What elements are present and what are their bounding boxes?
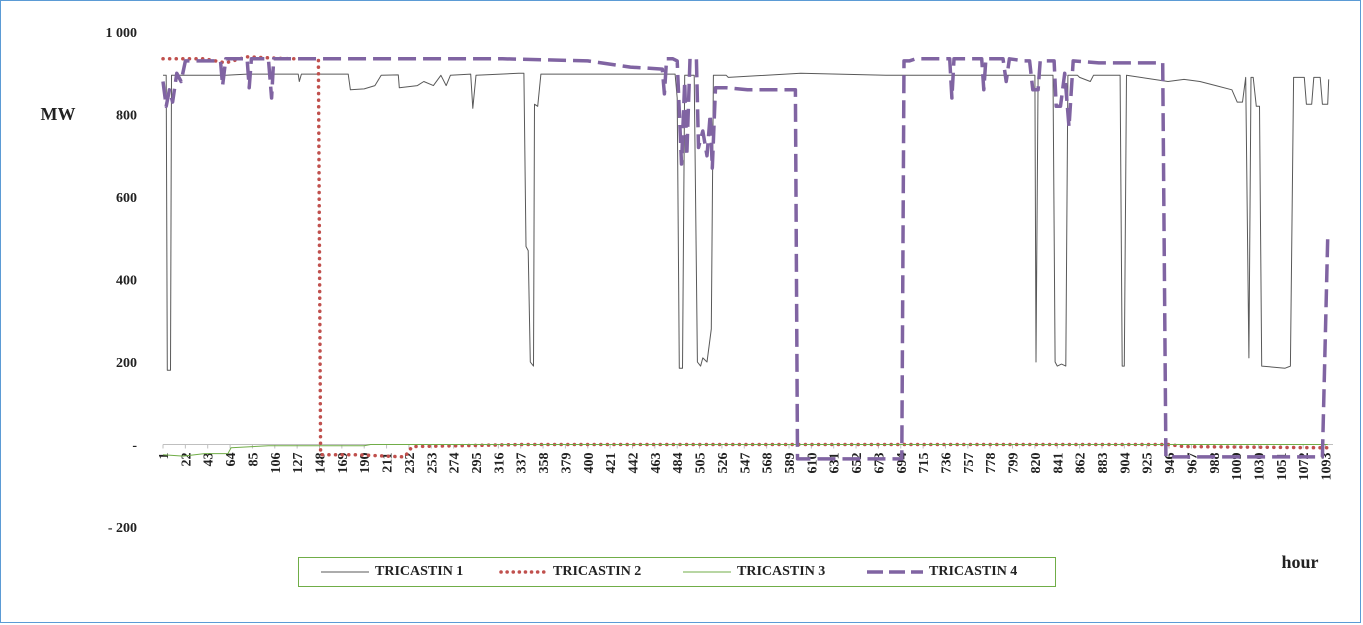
x-tick-label: 421 xyxy=(604,453,619,474)
x-tick-label: 43 xyxy=(202,453,217,467)
legend-label: TRICASTIN 1 xyxy=(375,564,464,579)
legend-item-tricastin-1: TRICASTIN 1 xyxy=(321,558,463,586)
x-tick-label: 526 xyxy=(716,453,731,474)
x-tick-label: 1051 xyxy=(1275,453,1290,481)
x-tick-label: 190 xyxy=(358,453,373,474)
x-tick-label: 64 xyxy=(224,453,239,467)
x-tick-label: 841 xyxy=(1051,453,1066,474)
x-tick-label: 505 xyxy=(694,453,709,474)
y-axis-ticks: 1 000 800 600 400 200 - - 200 xyxy=(106,26,138,536)
legend-item-tricastin-2: TRICASTIN 2 xyxy=(499,558,641,586)
series-layer xyxy=(161,55,1330,461)
series-line-tricastin-1 xyxy=(163,72,1330,371)
x-tick-label: 358 xyxy=(537,453,552,474)
x-tick-label: 253 xyxy=(425,453,440,474)
x-tick-label: 631 xyxy=(828,453,843,474)
legend-swatch-solid-green-icon xyxy=(683,571,731,573)
x-tick-label: 232 xyxy=(403,453,418,474)
x-tick-label: 106 xyxy=(269,453,284,474)
x-tick-label: 715 xyxy=(917,453,932,474)
x-tick-label: 148 xyxy=(313,453,328,474)
x-tick-label: 1072 xyxy=(1297,453,1312,481)
x-tick-label: 610 xyxy=(805,453,820,474)
legend-swatch-solid-gray-icon xyxy=(321,571,369,573)
x-tick-label: 757 xyxy=(962,453,977,474)
x-tick-label: 463 xyxy=(649,453,664,474)
x-tick-label: 169 xyxy=(336,453,351,474)
x-tick-label: 1093 xyxy=(1320,453,1335,481)
x-tick-label: 379 xyxy=(559,453,574,474)
x-tick-label: 400 xyxy=(582,453,597,474)
legend-item-tricastin-4: TRICASTIN 4 xyxy=(867,558,1017,586)
y-axis-label: MW xyxy=(41,104,76,124)
x-tick-label: 820 xyxy=(1029,453,1044,474)
x-tick-label: 673 xyxy=(872,453,887,474)
x-tick-label: 127 xyxy=(291,453,306,474)
x-tick-label: 547 xyxy=(738,453,753,474)
x-tick-label: 337 xyxy=(515,453,530,474)
series-line-tricastin-2 xyxy=(161,55,1330,459)
y-tick-label: 1 000 xyxy=(106,26,138,41)
x-tick-label: 442 xyxy=(626,453,641,474)
x-tick-label: 568 xyxy=(761,453,776,474)
legend-swatch-dotted-red-icon xyxy=(499,570,547,574)
y-tick-label: - 200 xyxy=(108,521,137,536)
x-tick-label: 778 xyxy=(984,453,999,474)
x-tick-label: 274 xyxy=(448,453,463,474)
legend-label: TRICASTIN 3 xyxy=(737,564,826,579)
x-tick-label: 1 xyxy=(157,453,172,460)
x-axis-label: hour xyxy=(1281,552,1318,572)
legend: TRICASTIN 1 TRICASTIN 2 TRICASTIN 3 TRIC… xyxy=(298,557,1056,587)
x-tick-label: 1009 xyxy=(1230,453,1245,481)
y-tick-label: 200 xyxy=(116,356,137,371)
legend-swatch-dashed-purple-icon xyxy=(867,570,923,574)
x-tick-label: 295 xyxy=(470,453,485,474)
x-tick-label: 316 xyxy=(492,453,507,474)
y-tick-label: - xyxy=(132,439,137,454)
series-line-tricastin-3 xyxy=(162,444,1328,457)
x-tick-label: 925 xyxy=(1141,453,1156,474)
x-tick-label: 652 xyxy=(850,453,865,474)
x-tick-label: 211 xyxy=(381,453,396,473)
x-tick-label: 862 xyxy=(1074,453,1089,474)
x-tick-label: 904 xyxy=(1118,453,1133,474)
x-tick-label: 1030 xyxy=(1252,453,1267,481)
x-axis-ticks: 1 22 43 64 85 106 127 148 169 190 211 232 253 274 295 3… xyxy=(157,444,1335,481)
x-tick-label: 85 xyxy=(246,453,261,467)
legend-label: TRICASTIN 2 xyxy=(553,564,642,579)
y-tick-label: 400 xyxy=(116,274,137,289)
x-tick-label: 736 xyxy=(939,453,954,474)
x-tick-label: 484 xyxy=(671,453,686,474)
x-tick-label: 799 xyxy=(1007,453,1022,474)
legend-item-tricastin-3: TRICASTIN 3 xyxy=(683,558,825,586)
y-tick-label: 600 xyxy=(116,191,137,206)
x-tick-label: 883 xyxy=(1096,453,1111,474)
y-tick-label: 800 xyxy=(116,109,137,124)
legend-label: TRICASTIN 4 xyxy=(929,564,1018,579)
x-tick-label: 589 xyxy=(783,453,798,474)
series-line-tricastin-4 xyxy=(161,57,1330,461)
